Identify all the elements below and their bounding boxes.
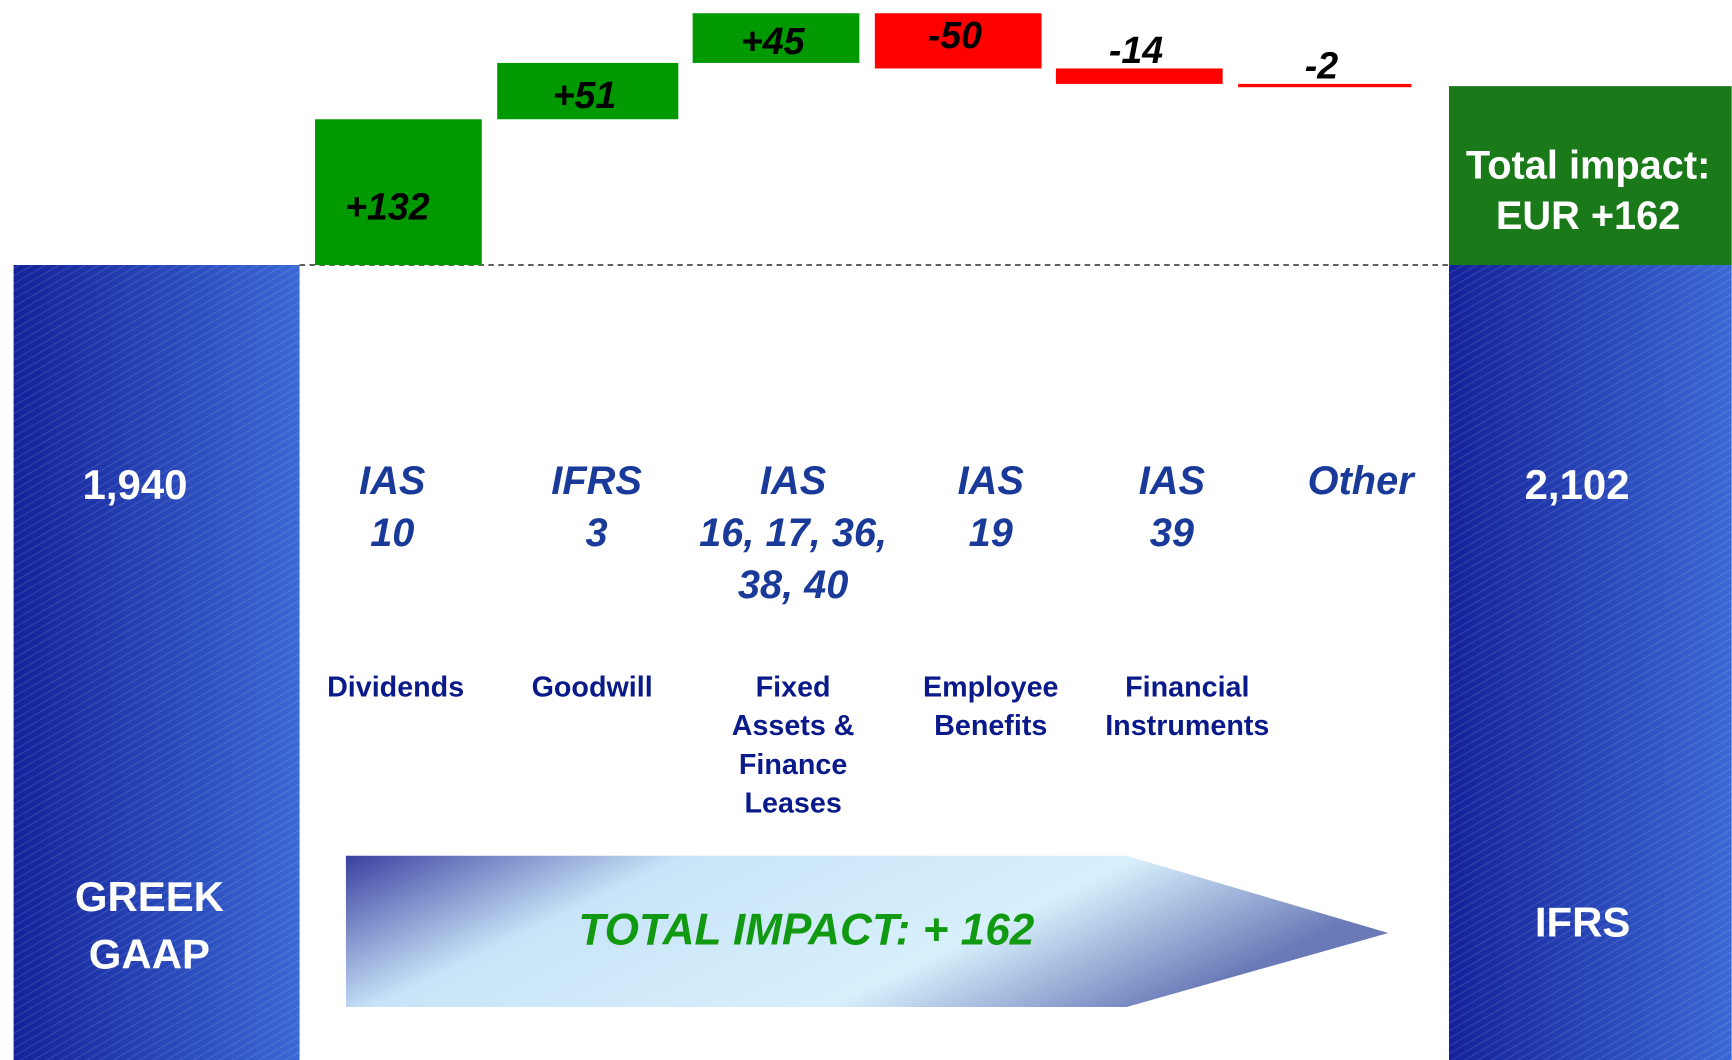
description: Benefits xyxy=(934,710,1047,742)
arrow xyxy=(345,855,1389,1007)
category-label: 19 xyxy=(969,511,1013,555)
category-label: 39 xyxy=(1150,511,1194,555)
category-label: 3 xyxy=(586,511,608,555)
start-label: GREEK xyxy=(75,873,224,920)
description: Assets & xyxy=(732,710,855,742)
category-label: 16, 17, 36, xyxy=(699,511,887,555)
step-bar xyxy=(1238,83,1412,88)
value-label: -50 xyxy=(928,14,982,56)
description: Dividends xyxy=(327,672,464,704)
category-label: 10 xyxy=(370,511,414,555)
start-value: 1,940 xyxy=(83,461,188,508)
category-label: IAS xyxy=(1139,459,1206,503)
category-label: 38, 40 xyxy=(738,563,849,607)
arrow-text: TOTAL IMPACT: + 162 xyxy=(578,906,1034,955)
category-label: Other xyxy=(1308,459,1417,503)
step-bar xyxy=(315,119,482,265)
end-value: 2,102 xyxy=(1525,461,1630,508)
description: Finance xyxy=(739,749,847,781)
description: Employee xyxy=(923,672,1059,704)
step-bar xyxy=(692,13,860,63)
step-bar xyxy=(497,62,679,120)
total-box xyxy=(1449,86,1732,265)
category-label: IAS xyxy=(359,459,426,503)
value-label: -14 xyxy=(1109,29,1163,71)
description: Goodwill xyxy=(532,672,653,704)
step-bar xyxy=(874,13,1042,69)
total-box-text: Total impact: xyxy=(1466,143,1710,187)
hatch xyxy=(1449,265,1732,1060)
description: Instruments xyxy=(1105,710,1269,742)
value-label: -2 xyxy=(1305,44,1338,86)
description: Leases xyxy=(744,788,841,820)
value-label: +51 xyxy=(553,74,617,116)
total-box-text: EUR +162 xyxy=(1496,194,1681,238)
category-label: IAS xyxy=(958,459,1025,503)
step-bar xyxy=(1055,68,1223,84)
category-label: IAS xyxy=(760,459,827,503)
value-label: +132 xyxy=(345,186,430,228)
hatch xyxy=(13,265,300,1060)
value-label: +45 xyxy=(741,20,806,62)
start-label: GAAP xyxy=(89,930,210,977)
description: Fixed xyxy=(756,672,831,704)
description: Financial xyxy=(1125,672,1249,704)
end-label: IFRS xyxy=(1535,898,1631,945)
category-label: IFRS xyxy=(551,459,642,503)
